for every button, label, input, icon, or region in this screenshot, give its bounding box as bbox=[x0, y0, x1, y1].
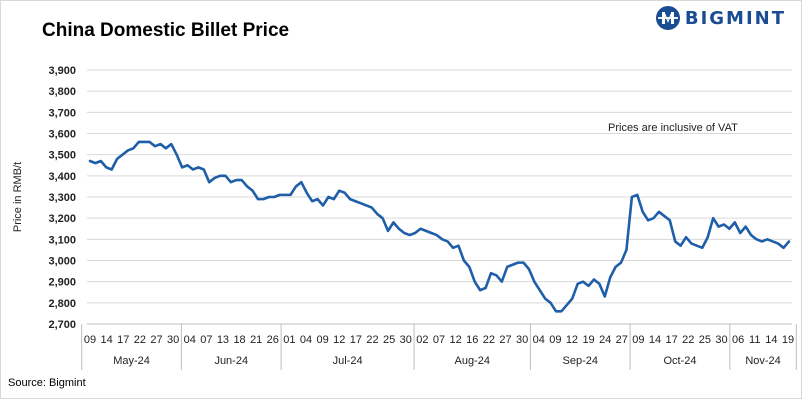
month-label: Aug-24 bbox=[454, 355, 489, 367]
x-tick-label: 12 bbox=[566, 334, 578, 346]
axis-labels: 2,700 2,800 2,900 3,000 3,100 3,200 3,300 3,400… bbox=[12, 65, 794, 367]
x-tick-label: 25 bbox=[383, 334, 395, 346]
month-label: Nov-24 bbox=[745, 355, 780, 367]
x-tick-label: 13 bbox=[217, 334, 229, 346]
x-tick-label: 25 bbox=[699, 334, 711, 346]
x-tick-label: 16 bbox=[466, 334, 478, 346]
month-label: Oct-24 bbox=[663, 355, 696, 367]
x-tick-label: 04 bbox=[300, 334, 312, 346]
y-tick-label: 2,900 bbox=[48, 277, 76, 289]
x-tick-label: 14 bbox=[649, 334, 661, 346]
x-tick-label: 22 bbox=[682, 334, 694, 346]
y-tick-label: 3,100 bbox=[48, 234, 76, 246]
chart-annotation: Prices are inclusive of VAT bbox=[608, 122, 738, 134]
x-tick-label: 17 bbox=[666, 334, 678, 346]
x-tick-label: 11 bbox=[749, 334, 760, 346]
x-tick-label: 09 bbox=[632, 334, 644, 346]
x-tick-label: 27 bbox=[150, 334, 162, 346]
x-tick-label: 14 bbox=[765, 334, 777, 346]
y-tick-label: 3,700 bbox=[48, 107, 76, 119]
bigmint-globe-icon bbox=[655, 6, 680, 30]
x-tick-label: 18 bbox=[233, 334, 245, 346]
x-tick-label: 12 bbox=[449, 334, 461, 346]
axes bbox=[81, 323, 797, 370]
x-tick-label: 22 bbox=[134, 334, 146, 346]
x-tick-label: 30 bbox=[400, 334, 412, 346]
x-tick-label: 12 bbox=[333, 334, 345, 346]
x-tick-label: 30 bbox=[167, 334, 179, 346]
y-tick-label: 3,800 bbox=[48, 86, 76, 98]
y-tick-label: 3,300 bbox=[48, 192, 76, 204]
x-tick-label: 01 bbox=[283, 334, 295, 346]
x-tick-label: 21 bbox=[250, 334, 262, 346]
x-tick-label: 30 bbox=[516, 334, 528, 346]
y-tick-label: 3,900 bbox=[48, 65, 76, 77]
source-note: Source: Bigmint bbox=[8, 377, 86, 389]
month-label: Jun-24 bbox=[214, 355, 248, 367]
y-tick-label: 3,500 bbox=[48, 150, 76, 162]
x-tick-label: 19 bbox=[582, 334, 594, 346]
x-tick-label: 22 bbox=[483, 334, 495, 346]
x-tick-label: 27 bbox=[616, 334, 628, 346]
x-tick-label: 06 bbox=[732, 334, 744, 346]
x-tick-label: 09 bbox=[549, 334, 561, 346]
y-tick-label: 3,600 bbox=[48, 129, 76, 141]
chart-title: China Domestic Billet Price bbox=[42, 20, 290, 41]
y-tick-label: 3,400 bbox=[48, 171, 76, 183]
x-tick-label: 22 bbox=[366, 334, 378, 346]
brand-name: BIGMINT bbox=[684, 7, 786, 29]
x-tick-label: 14 bbox=[100, 334, 112, 346]
series-layer bbox=[88, 140, 791, 313]
y-tick-label: 3,000 bbox=[48, 256, 76, 268]
month-label: Sep-24 bbox=[563, 355, 598, 367]
x-tick-label: 26 bbox=[267, 334, 279, 346]
x-tick-label: 17 bbox=[117, 334, 129, 346]
x-tick-label: 02 bbox=[416, 334, 428, 346]
x-tick-label: 04 bbox=[533, 334, 545, 346]
x-tick-label: 19 bbox=[782, 334, 794, 346]
x-tick-label: 09 bbox=[317, 334, 329, 346]
month-label: May-24 bbox=[113, 355, 150, 367]
y-axis-title: Price in RMB/t bbox=[12, 162, 24, 232]
x-tick-label: 04 bbox=[184, 334, 196, 346]
gridlines bbox=[87, 69, 792, 304]
x-tick-label: 30 bbox=[715, 334, 727, 346]
y-tick-label: 3,200 bbox=[48, 213, 76, 225]
x-tick-label: 17 bbox=[350, 334, 362, 346]
x-tick-label: 07 bbox=[200, 334, 212, 346]
y-tick-label: 2,700 bbox=[48, 319, 76, 331]
y-tick-label: 2,800 bbox=[48, 298, 76, 310]
x-tick-label: 09 bbox=[84, 334, 96, 346]
x-tick-label: 07 bbox=[433, 334, 445, 346]
month-label: Jul-24 bbox=[333, 355, 363, 367]
x-tick-label: 24 bbox=[599, 334, 611, 346]
brand-logo: BIGMINT bbox=[655, 5, 786, 31]
series-line bbox=[88, 140, 791, 313]
x-tick-label: 27 bbox=[499, 334, 511, 346]
